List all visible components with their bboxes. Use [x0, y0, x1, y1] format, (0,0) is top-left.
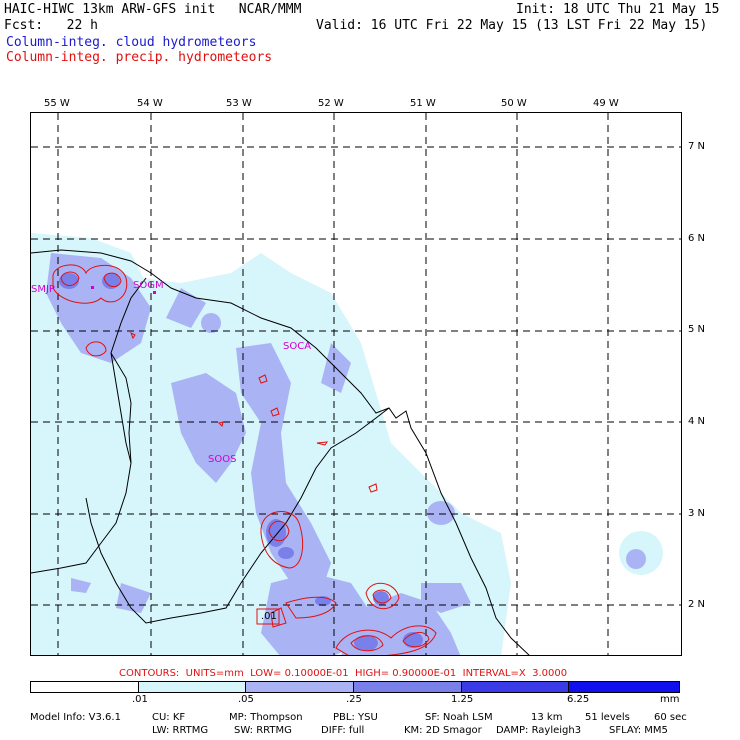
colorbar-seg-2: [246, 682, 355, 692]
colorbar-units: mm: [660, 694, 680, 705]
valid-time: Valid: 16 UTC Fri 22 May 15 (13 LST Fri …: [316, 18, 708, 33]
footer-res: 13 km: [531, 712, 563, 723]
station-soos: SOOS: [208, 454, 237, 465]
lon-label-49w: 49 W: [593, 98, 619, 109]
lon-label-54w: 54 W: [137, 98, 163, 109]
lat-lon-grid: [31, 113, 681, 655]
station-sogm: SOGM: [133, 280, 164, 291]
forecast-hour: Fcst: 22 h: [4, 18, 98, 33]
plot-title: HAIC-HIWC 13km ARW-GFS init NCAR/MMM: [4, 2, 302, 17]
coastline: [31, 249, 530, 655]
footer-sflay: SFLAY: MM5: [609, 725, 668, 736]
footer-timestep: 60 sec: [654, 712, 687, 723]
contour-info: CONTOURS: UNITS=mm LOW= 0.10000E-01 HIGH…: [119, 668, 568, 679]
station-markers: [91, 286, 156, 294]
colorbar-label-0: .01: [132, 694, 148, 705]
footer-sf: SF: Noah LSM: [425, 712, 493, 723]
footer-km: KM: 2D Smagor: [404, 725, 482, 736]
precip-contours: [52, 264, 437, 655]
station-smjp: SMJP: [31, 284, 55, 295]
map-panel: SMJP SOGM SOCA SOOS .01: [30, 112, 682, 656]
colorbar-seg-5: [569, 682, 680, 692]
field-label-cloud: Column-integ. cloud hydrometeors: [6, 35, 257, 50]
colorbar-label-1: .05: [238, 694, 254, 705]
lat-label-4n: 4 N: [688, 416, 706, 427]
lon-label-53w: 53 W: [226, 98, 252, 109]
lat-label-2n: 2 N: [688, 599, 706, 610]
lon-label-51w: 51 W: [410, 98, 436, 109]
lon-label-55w: 55 W: [44, 98, 70, 109]
footer-levels: 51 levels: [585, 712, 630, 723]
field-label-precip: Column-integ. precip. hydrometeors: [6, 50, 273, 65]
footer-pbl: PBL: YSU: [333, 712, 378, 723]
lat-label-7n: 7 N: [688, 141, 706, 152]
lat-label-5n: 5 N: [688, 324, 706, 335]
colorbar-seg-0: [31, 682, 139, 692]
lat-label-6n: 6 N: [688, 233, 706, 244]
map-canvas: [31, 113, 681, 655]
footer-mp: MP: Thompson: [229, 712, 303, 723]
colorbar-seg-3: [354, 682, 462, 692]
contour-value-label: .01: [261, 611, 277, 622]
colorbar-label-4: 6.25: [567, 694, 590, 705]
footer-sw: SW: RRTMG: [234, 725, 292, 736]
footer-diff: DIFF: full: [321, 725, 365, 736]
colorbar-label-3: 1.25: [451, 694, 474, 705]
colorbar: [30, 681, 680, 693]
colorbar-seg-4: [461, 682, 570, 692]
lat-label-3n: 3 N: [688, 508, 706, 519]
colorbar-label-2: .25: [346, 694, 362, 705]
cloud-field-mid: [46, 253, 646, 655]
footer-cu: CU: KF: [152, 712, 186, 723]
lon-label-52w: 52 W: [318, 98, 344, 109]
footer-model-info: Model Info: V3.6.1: [30, 712, 121, 723]
footer-damp: DAMP: Rayleigh3: [496, 725, 582, 736]
station-soca: SOCA: [283, 341, 312, 352]
init-time: Init: 18 UTC Thu 21 May 15: [516, 2, 720, 17]
colorbar-seg-1: [138, 682, 247, 692]
lon-label-50w: 50 W: [501, 98, 527, 109]
footer-lw: LW: RRTMG: [152, 725, 209, 736]
